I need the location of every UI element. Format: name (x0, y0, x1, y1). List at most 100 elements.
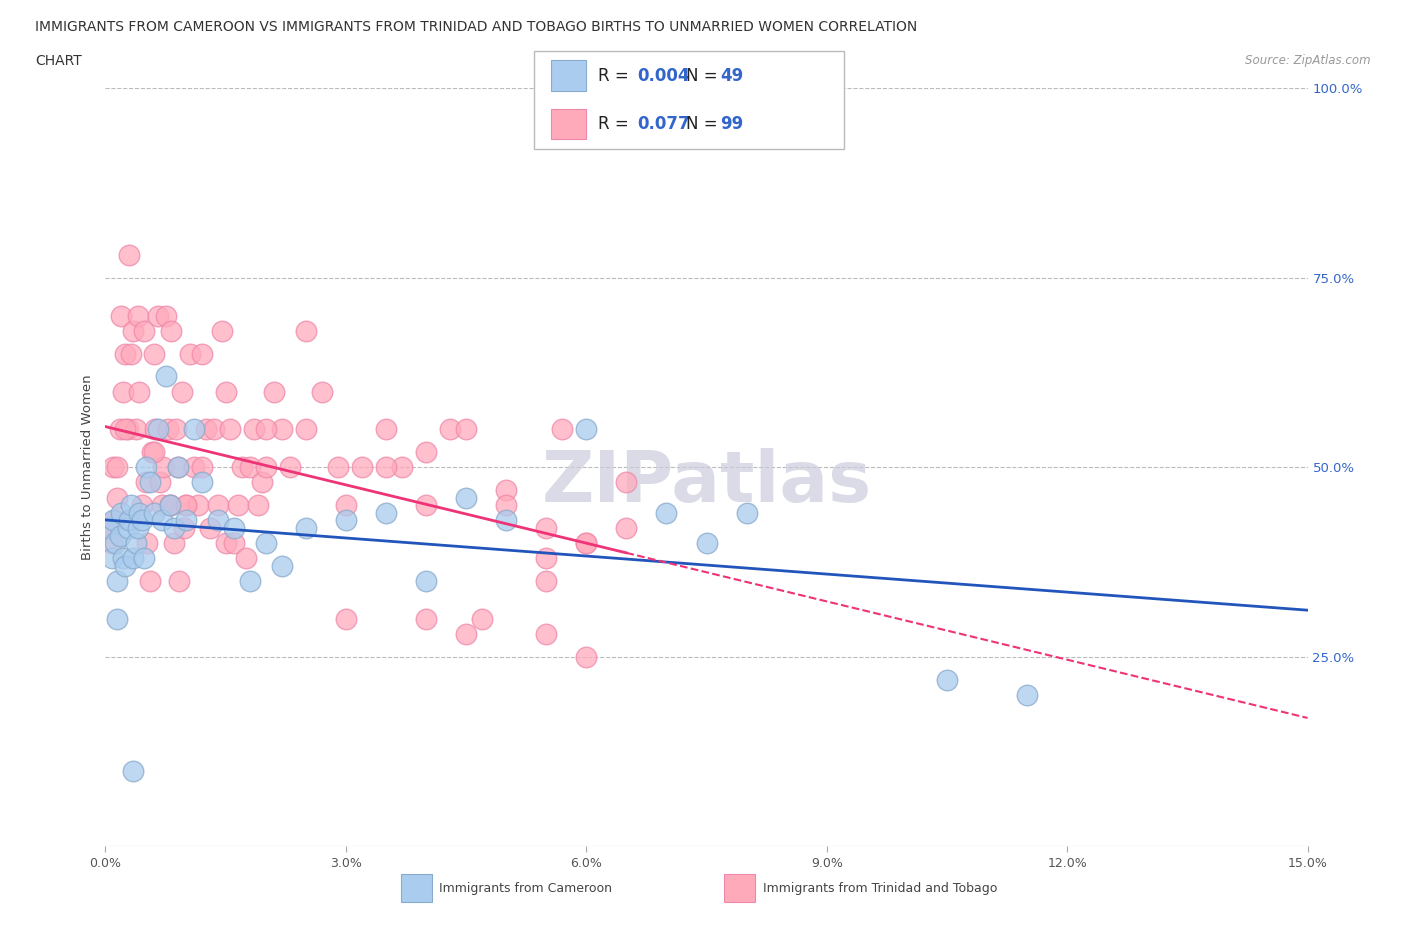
Point (190, 475, 212, 490)
Point (1015, 687, 1038, 702)
Point (173, 521, 195, 536)
Point (575, 536, 598, 551)
Point (138, 475, 160, 490)
Point (149, 475, 172, 490)
Text: 49: 49 (720, 67, 744, 85)
Text: R =: R = (598, 115, 634, 133)
Point (222, 521, 245, 536)
Point (104, 536, 127, 551)
Point (162, 536, 184, 551)
Point (127, 521, 149, 536)
Point (117, 422, 139, 437)
Point (162, 521, 184, 536)
Point (101, 551, 124, 565)
Text: N =: N = (686, 67, 723, 85)
Point (159, 498, 181, 512)
Point (122, 763, 145, 777)
Point (198, 521, 221, 536)
Point (214, 536, 236, 551)
Point (98, 521, 121, 536)
Point (114, 558, 136, 573)
Point (415, 498, 437, 512)
Text: Immigrants from Trinidad and Tobago: Immigrants from Trinidad and Tobago (763, 882, 998, 895)
Point (142, 346, 165, 361)
Point (141, 445, 163, 459)
Point (155, 369, 177, 384)
Point (131, 498, 153, 512)
Point (107, 612, 129, 627)
Point (142, 505, 165, 520)
Point (132, 324, 155, 339)
Point (239, 574, 262, 589)
Point (174, 498, 197, 512)
Point (150, 513, 173, 528)
Point (122, 551, 145, 565)
Point (170, 384, 193, 399)
Point (127, 309, 149, 324)
Point (194, 422, 217, 437)
Point (207, 513, 229, 528)
Point (107, 574, 129, 589)
Point (415, 612, 437, 627)
Point (551, 422, 574, 437)
Point (150, 498, 173, 512)
Point (471, 612, 494, 627)
Point (108, 422, 131, 437)
Point (143, 422, 166, 437)
Point (374, 505, 398, 520)
Point (254, 460, 277, 475)
Point (167, 574, 190, 589)
Point (108, 528, 131, 543)
Point (696, 536, 718, 551)
Point (211, 324, 233, 339)
Point (155, 309, 177, 324)
Text: CHART: CHART (35, 54, 82, 68)
Point (118, 513, 141, 528)
Point (190, 460, 212, 475)
Point (120, 346, 142, 361)
Point (214, 384, 236, 399)
Point (166, 460, 188, 475)
Point (112, 551, 135, 565)
Point (125, 422, 148, 437)
Point (190, 346, 212, 361)
Point (138, 574, 160, 589)
Point (335, 498, 357, 512)
Point (374, 460, 398, 475)
Text: Immigrants from Cameroon: Immigrants from Cameroon (439, 882, 612, 895)
Point (183, 422, 205, 437)
Text: 0.077: 0.077 (637, 115, 689, 133)
Point (391, 460, 413, 475)
Point (534, 521, 557, 536)
Point (231, 460, 253, 475)
Point (616, 521, 638, 536)
Point (295, 324, 318, 339)
Point (335, 513, 357, 528)
Text: 0.004: 0.004 (637, 67, 689, 85)
Point (226, 498, 249, 512)
Point (101, 536, 124, 551)
Point (936, 672, 959, 687)
Point (142, 445, 165, 459)
Point (183, 460, 205, 475)
Point (495, 498, 517, 512)
Point (202, 422, 225, 437)
Point (156, 422, 179, 437)
Point (534, 627, 557, 642)
Point (174, 498, 197, 512)
Point (374, 422, 398, 437)
Text: ZIPatlas: ZIPatlas (541, 448, 872, 517)
Point (166, 460, 188, 475)
Point (534, 574, 557, 589)
Point (495, 513, 517, 528)
Point (107, 460, 129, 475)
Point (495, 483, 517, 498)
Point (146, 309, 169, 324)
Point (575, 422, 598, 437)
Point (263, 384, 285, 399)
Point (439, 422, 461, 437)
Point (117, 521, 139, 536)
Point (103, 460, 125, 475)
Point (246, 498, 269, 512)
Point (114, 346, 136, 361)
